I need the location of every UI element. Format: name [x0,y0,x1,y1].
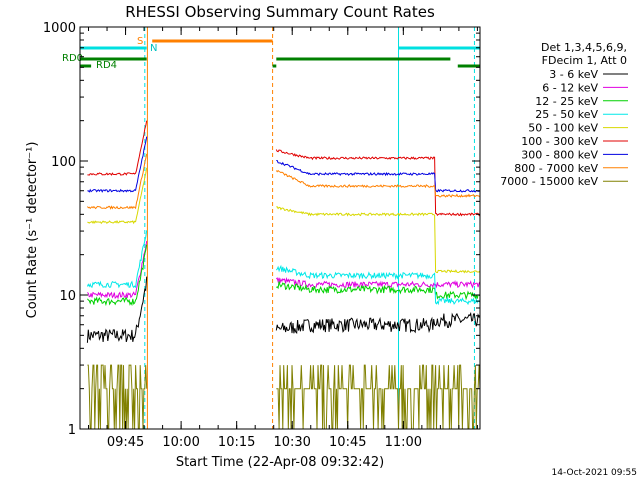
series-line [276,206,481,274]
series-line [275,276,481,289]
rd4-label: RD4 [96,60,117,71]
series-line [275,169,481,198]
series-line [87,244,148,307]
y-axis-label: Count Rate (s⁻¹ detector⁻¹) [25,142,40,319]
series-line [86,276,148,343]
plot-area: SN RD0 RD4 [62,27,481,430]
x-tick-label: 10:45 [329,435,366,450]
plot-frame [79,26,481,430]
series-line [87,120,148,176]
y-tick-label: 1000 [43,21,76,36]
series-line [87,136,148,193]
series-line [87,153,148,210]
legend-entry-label: 12 - 25 keV [535,95,598,108]
y-tick-label: 1 [68,423,76,438]
series-line [275,281,481,301]
legend-entry-label: 7000 - 15000 keV [500,175,598,188]
x-tick-label: 10:30 [273,435,310,450]
rd0-label: RD0 [62,53,83,64]
x-tick-label: 10:00 [162,435,199,450]
legend-entry-label: 3 - 6 keV [549,68,598,81]
legend-entry-label: 100 - 300 keV [521,135,598,148]
y-tick-label: 10 [59,289,76,304]
y-tick-label: 100 [51,155,76,170]
series-line [87,167,148,225]
x-tick-label: 09:45 [107,435,144,450]
axes: 1 10 100 1000 09:45 10:00 10:15 10:30 10:45 11:00 [43,21,481,450]
chart-title: RHESSI Observing Summary Count Rates [125,3,435,21]
flare-start-label: S [137,36,143,47]
legend-entry-label: 300 - 800 keV [521,148,598,161]
legend-header-line2: FDecim 1, Att 0 [542,54,627,67]
series-line [86,230,148,289]
x-tick-label: 11:00 [385,435,422,450]
legend-entry-label: 50 - 100 keV [528,122,598,135]
x-tick-label: 10:15 [218,435,255,450]
series-line [275,311,481,335]
date-stamp: 14-Oct-2021 09:55 [552,468,637,478]
saa-label: N [150,43,157,54]
legend-header-line1: Det 1,3,4,5,6,9, [541,41,627,54]
series-line [276,160,481,193]
series-line [276,364,481,430]
series-line [87,240,148,300]
legend-entry-label: 6 - 12 keV [542,81,598,94]
legend-entry-label: 800 - 7000 keV [514,162,598,175]
legend-entry-label: 25 - 50 keV [535,108,598,121]
series-line [275,149,481,217]
series-line [275,264,481,306]
x-axis-label: Start Time (22-Apr-08 09:32:42) [176,455,384,470]
series-line [87,364,148,430]
